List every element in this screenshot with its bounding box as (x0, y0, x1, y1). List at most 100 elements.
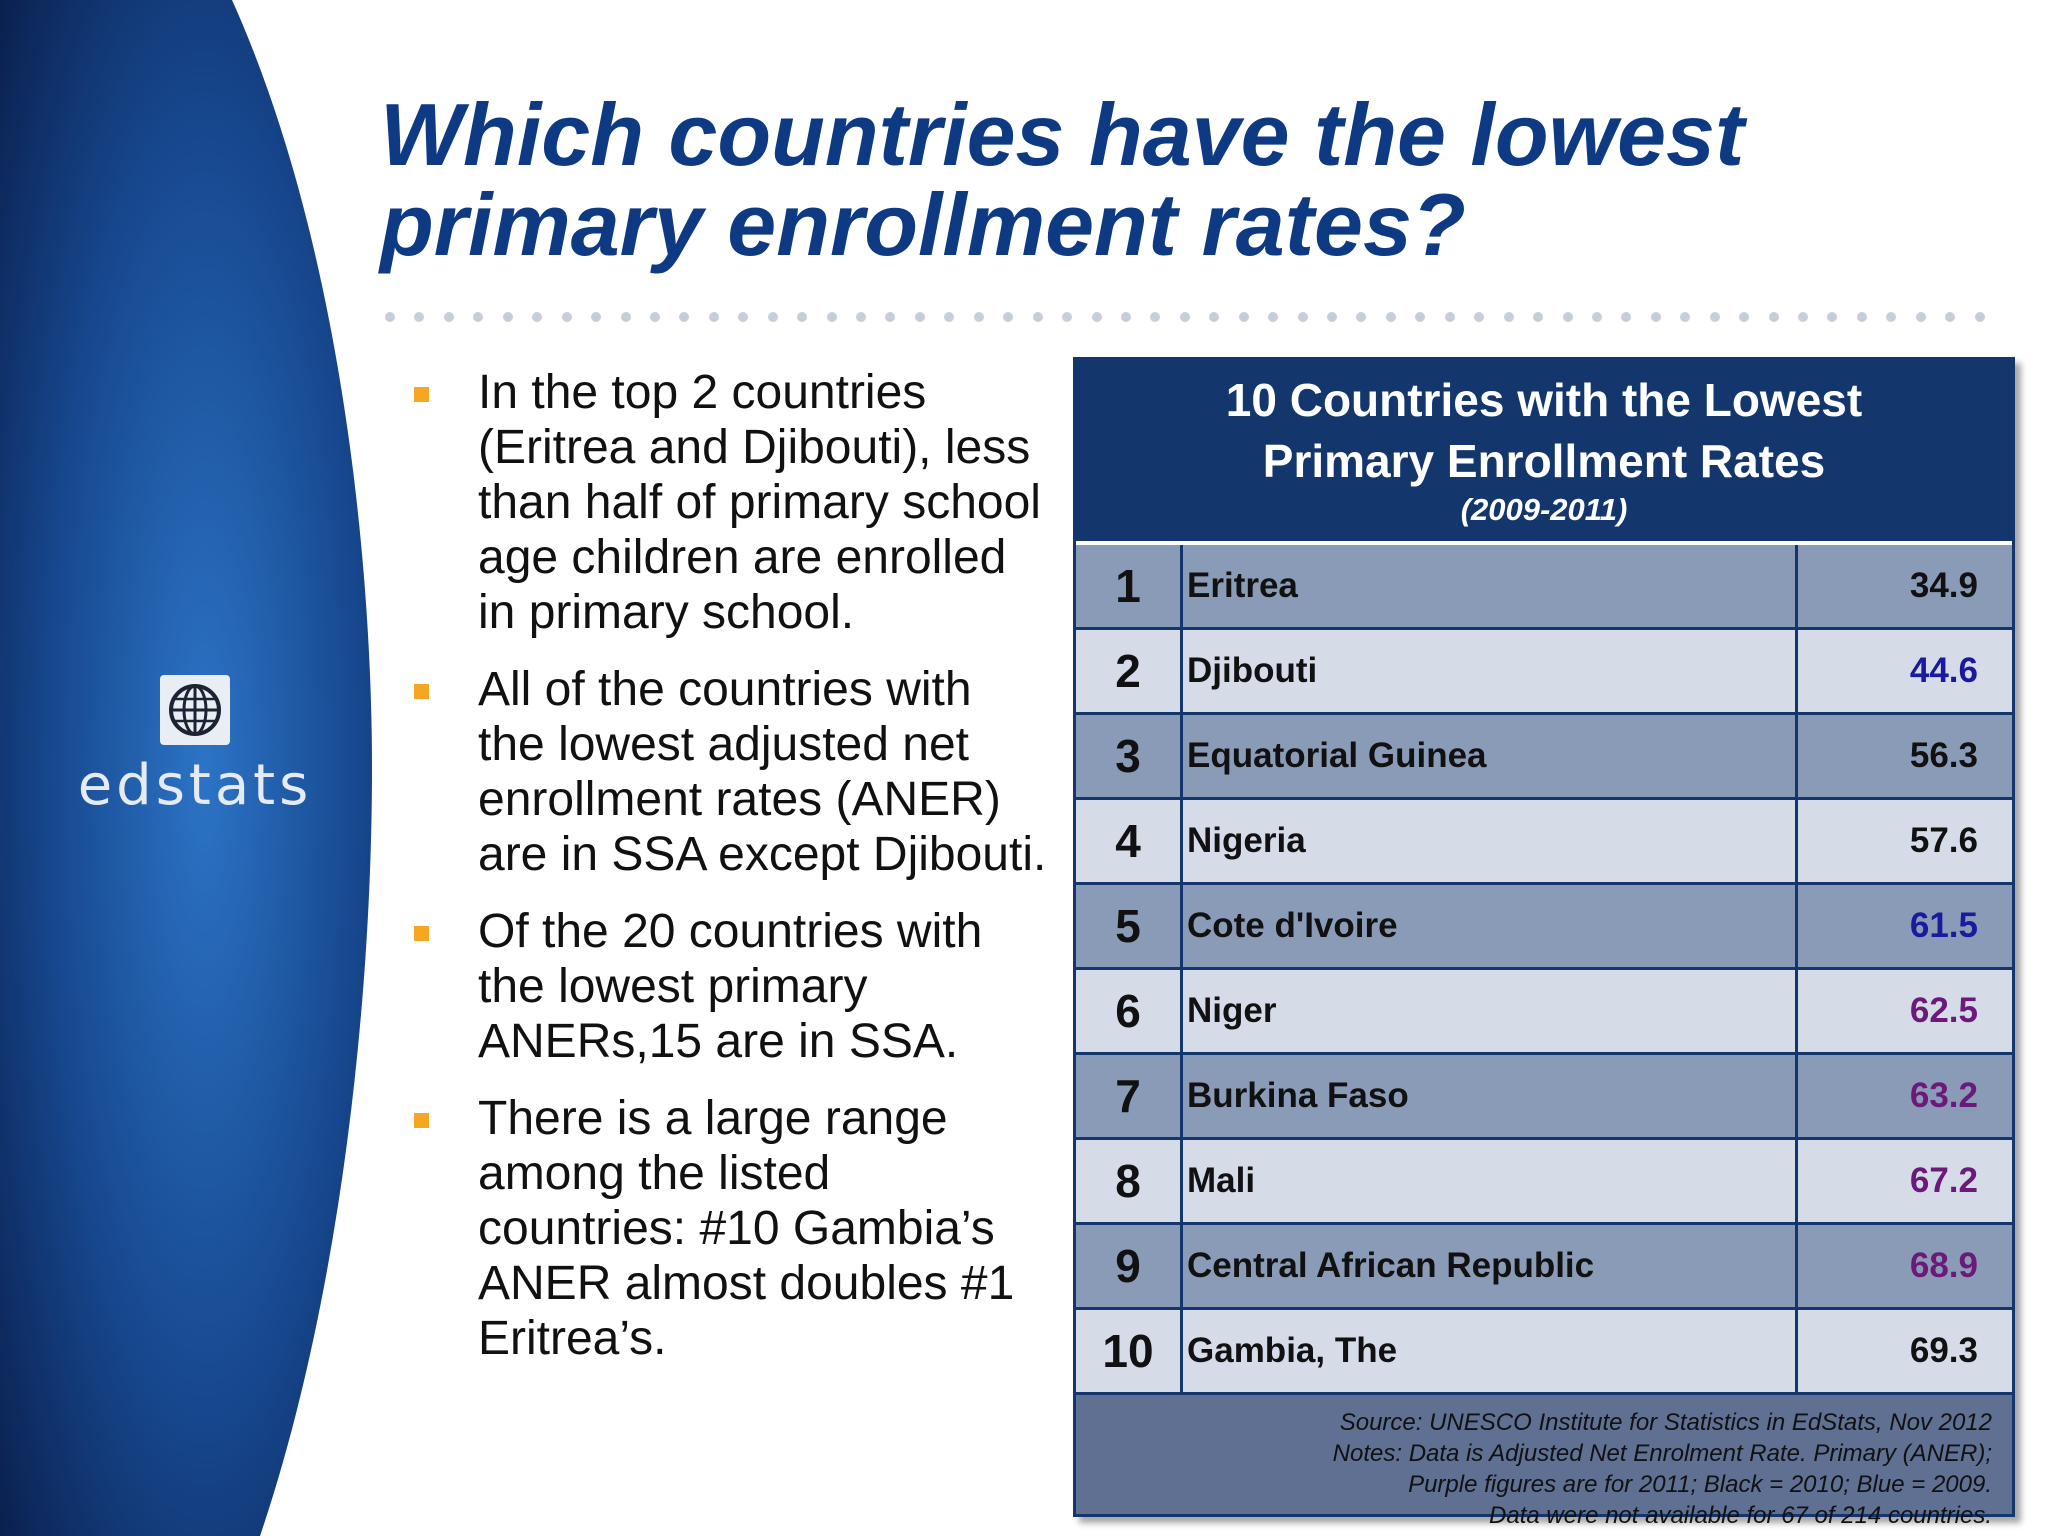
table-row: 4 Nigeria 57.6 (1076, 800, 2012, 885)
divider-dot (914, 312, 925, 322)
divider-dot (1385, 312, 1396, 322)
divider-dot (532, 312, 543, 322)
globe-icon (160, 675, 230, 745)
page-title: Which countries have the lowest primary … (380, 90, 2000, 270)
divider-dot (1915, 312, 1926, 322)
notes-line: Notes: Data is Adjusted Net Enrolment Ra… (1332, 1440, 1992, 1467)
divider-dot (856, 312, 866, 322)
bullet-item: Of the 20 countries with the lowest prim… (410, 904, 1050, 1069)
rate-cell: 34.9 (1909, 566, 1978, 605)
rank-cell: 4 (1076, 800, 1183, 882)
divider-dot (1209, 312, 1220, 322)
bullet-square-icon (414, 926, 429, 941)
bullet-text: There is a large range among the listed … (478, 1092, 1015, 1365)
divider-dot (1003, 312, 1014, 322)
rank-cell: 5 (1076, 885, 1183, 967)
table-source-notes: Source: UNESCO Institute for Statistics … (1076, 1395, 2012, 1531)
bullet-square-icon (414, 1113, 429, 1128)
rank-cell: 1 (1076, 545, 1183, 627)
table-row: 5 Cote d'Ivoire 61.5 (1076, 885, 2012, 970)
table-years: (2009-2011) (1460, 492, 1628, 527)
table-row: 8 Mali 67.2 (1076, 1140, 2012, 1225)
rank-cell: 6 (1076, 970, 1183, 1052)
divider-dot (797, 312, 808, 322)
table-title: 10 Countries with the Lowest Primary Enr… (1076, 360, 2012, 492)
divider-dot (561, 312, 572, 322)
divider-dot (1856, 312, 1867, 322)
enrollment-table: 10 Countries with the Lowest Primary Enr… (1073, 357, 2015, 1529)
divider-dot (1356, 312, 1367, 322)
divider-dot (708, 312, 719, 322)
bullet-square-icon (414, 684, 429, 699)
divider-dot (1974, 312, 1985, 322)
country-cell: Mali (1183, 1140, 1798, 1222)
edstats-logo: edstats (60, 675, 330, 818)
table-title-line-1: 10 Countries with the Lowest (1225, 374, 1863, 426)
table-row: 3 Equatorial Guinea 56.3 (1076, 715, 2012, 800)
divider-dot (1533, 312, 1544, 322)
source-line: Source: UNESCO Institute for Statistics … (1339, 1409, 1992, 1436)
notes-line: Data were not available for 67 of 214 co… (1489, 1502, 1992, 1529)
rate-cell: 62.5 (1909, 991, 1978, 1030)
country-cell: Niger (1183, 970, 1798, 1052)
country-cell: Eritrea (1183, 545, 1798, 627)
rate-cell: 44.6 (1909, 651, 1978, 690)
rate-cell: 68.9 (1909, 1246, 1978, 1285)
title-line-2: primary enrollment rates? (380, 175, 1466, 274)
rank-cell: 7 (1076, 1055, 1183, 1137)
rank-cell: 8 (1076, 1140, 1183, 1222)
bullet-item: All of the countries with the lowest adj… (410, 662, 1050, 882)
rate-cell: 69.3 (1909, 1331, 1978, 1370)
country-cell: Equatorial Guinea (1183, 715, 1798, 797)
divider-dot (1739, 312, 1750, 322)
country-cell: Djibouti (1183, 630, 1798, 712)
divider-dot (1591, 312, 1602, 322)
divider-dot (1120, 312, 1131, 322)
divider-dot (620, 312, 631, 322)
divider-dot (1827, 312, 1838, 322)
divider-dot (1709, 312, 1720, 322)
divider-dot (944, 312, 955, 322)
rate-cell: 56.3 (1909, 736, 1978, 775)
divider-dot (973, 312, 984, 322)
divider-dot (1650, 312, 1661, 322)
divider-dot (1268, 312, 1279, 322)
bullet-text: In the top 2 countries (Eritrea and Djib… (478, 366, 1041, 639)
divider-dot (1062, 312, 1073, 322)
divider-dot (502, 312, 513, 322)
divider-dot (679, 312, 690, 322)
rank-cell: 2 (1076, 630, 1183, 712)
table-title-line-2: Primary Enrollment Rates (1262, 435, 1826, 487)
bullet-item: In the top 2 countries (Eritrea and Djib… (410, 365, 1050, 640)
divider-dot (473, 312, 484, 322)
divider-dot (443, 312, 454, 322)
divider-dot (1150, 312, 1161, 322)
country-cell: Burkina Faso (1183, 1055, 1798, 1137)
country-cell: Nigeria (1183, 800, 1798, 882)
divider-dot (767, 312, 778, 322)
divider-dot (1032, 312, 1043, 322)
divider-dot (1444, 312, 1455, 322)
table-body: 1 Eritrea 34.9 2 Djibouti 44.6 3 Equatorial Gui… (1076, 545, 2012, 1395)
dotted-divider (385, 312, 1985, 326)
divider-dot (414, 312, 425, 322)
divider-dot (1297, 312, 1308, 322)
divider-dot (1415, 312, 1426, 322)
divider-dot (385, 312, 395, 322)
rank-cell: 9 (1076, 1225, 1183, 1307)
divider-dot (1503, 312, 1514, 322)
bullet-text: Of the 20 countries with the lowest prim… (478, 905, 983, 1068)
divider-dot (1562, 312, 1573, 322)
bullet-item: There is a large range among the listed … (410, 1091, 1050, 1366)
bullet-square-icon (414, 387, 429, 402)
divider-dot (738, 312, 749, 322)
bullet-list: In the top 2 countries (Eritrea and Djib… (410, 365, 1050, 1388)
rank-cell: 3 (1076, 715, 1183, 797)
country-cell: Central African Republic (1183, 1225, 1798, 1307)
notes-line: Purple figures are for 2011; Black = 201… (1408, 1471, 1992, 1498)
divider-dot (1621, 312, 1632, 322)
table-row: 1 Eritrea 34.9 (1076, 545, 2012, 630)
divider-dot (1474, 312, 1485, 322)
title-line-1: Which countries have the lowest (380, 85, 1745, 184)
divider-dot (649, 312, 660, 322)
